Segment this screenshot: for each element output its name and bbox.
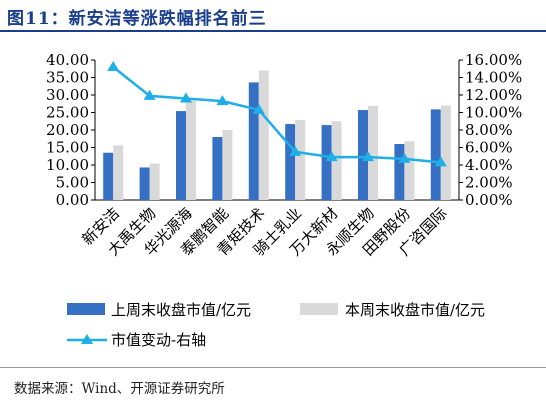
y-left-tick-label: 35.00 <box>46 69 89 87</box>
bar-last-week <box>248 82 259 200</box>
line-marker <box>143 89 156 100</box>
legend-label-last-week: 上周末收盘市值/亿元 <box>111 301 251 319</box>
y-right-tick-label: 2.00% <box>465 174 513 192</box>
source-divider <box>0 367 546 368</box>
y-left-tick-label: 10.00 <box>46 156 89 174</box>
legend-swatch-last-week <box>67 303 105 315</box>
legend-label-line: 市值变动-右轴 <box>111 331 206 349</box>
bar-this-week <box>440 105 451 200</box>
y-left-tick-label: 5.00 <box>56 174 89 192</box>
y-right-tick-label: 12.00% <box>465 86 522 104</box>
bar-this-week <box>222 130 233 200</box>
line-marker <box>107 61 120 71</box>
bar-last-week <box>394 144 405 200</box>
source-note: 数据来源：Wind、开源证券研究所 <box>14 381 225 397</box>
y-left-tick-label: 20.00 <box>46 121 89 139</box>
bar-this-week <box>295 119 306 200</box>
bar-last-week <box>176 111 186 200</box>
y-right-tick-label: 16.00% <box>465 51 522 69</box>
line-marker <box>180 92 192 103</box>
figure-title: 图11：新安洁等涨跌幅排名前三 <box>7 9 267 29</box>
y-right-tick-label: 14.00% <box>465 69 522 87</box>
legend-swatch-this-week <box>300 303 338 315</box>
legend-label-this-week: 本周末收盘市值/亿元 <box>345 301 485 319</box>
bar-this-week <box>258 70 269 200</box>
y-left-tick-label: 30.00 <box>46 86 89 104</box>
y-left-tick-label: 40.00 <box>46 51 89 69</box>
line-marker <box>398 152 411 163</box>
bar-this-week <box>149 163 160 200</box>
bar-this-week <box>368 105 378 200</box>
bar-last-week <box>212 137 223 200</box>
bar-last-week <box>358 110 368 200</box>
line-marker <box>362 151 374 162</box>
bar-this-week <box>186 100 196 200</box>
bar-last-week <box>285 124 296 200</box>
y-right-tick-label: 6.00% <box>465 139 513 157</box>
line-marker <box>325 151 338 162</box>
bar-this-week <box>113 145 124 200</box>
y-right-tick-label: 0.00% <box>465 191 513 209</box>
line-marker <box>252 103 265 114</box>
y-left-tick-label: 0.00 <box>56 191 89 209</box>
legend-marker-line <box>81 334 93 344</box>
bar-last-week <box>321 125 332 200</box>
y-right-tick-label: 8.00% <box>465 121 513 139</box>
y-left-tick-label: 25.00 <box>46 104 89 122</box>
line-change <box>112 66 441 164</box>
line-marker <box>216 95 229 106</box>
line-marker <box>434 156 447 167</box>
title-divider <box>0 30 546 32</box>
bar-last-week <box>430 109 441 200</box>
line-marker <box>289 145 302 156</box>
bar-last-week <box>139 167 150 200</box>
y-left-tick-label: 15.00 <box>46 139 89 157</box>
bar-this-week <box>404 141 415 200</box>
y-right-tick-label: 4.00% <box>465 156 513 174</box>
y-right-tick-label: 10.00% <box>465 104 522 122</box>
bar-last-week <box>103 152 114 200</box>
